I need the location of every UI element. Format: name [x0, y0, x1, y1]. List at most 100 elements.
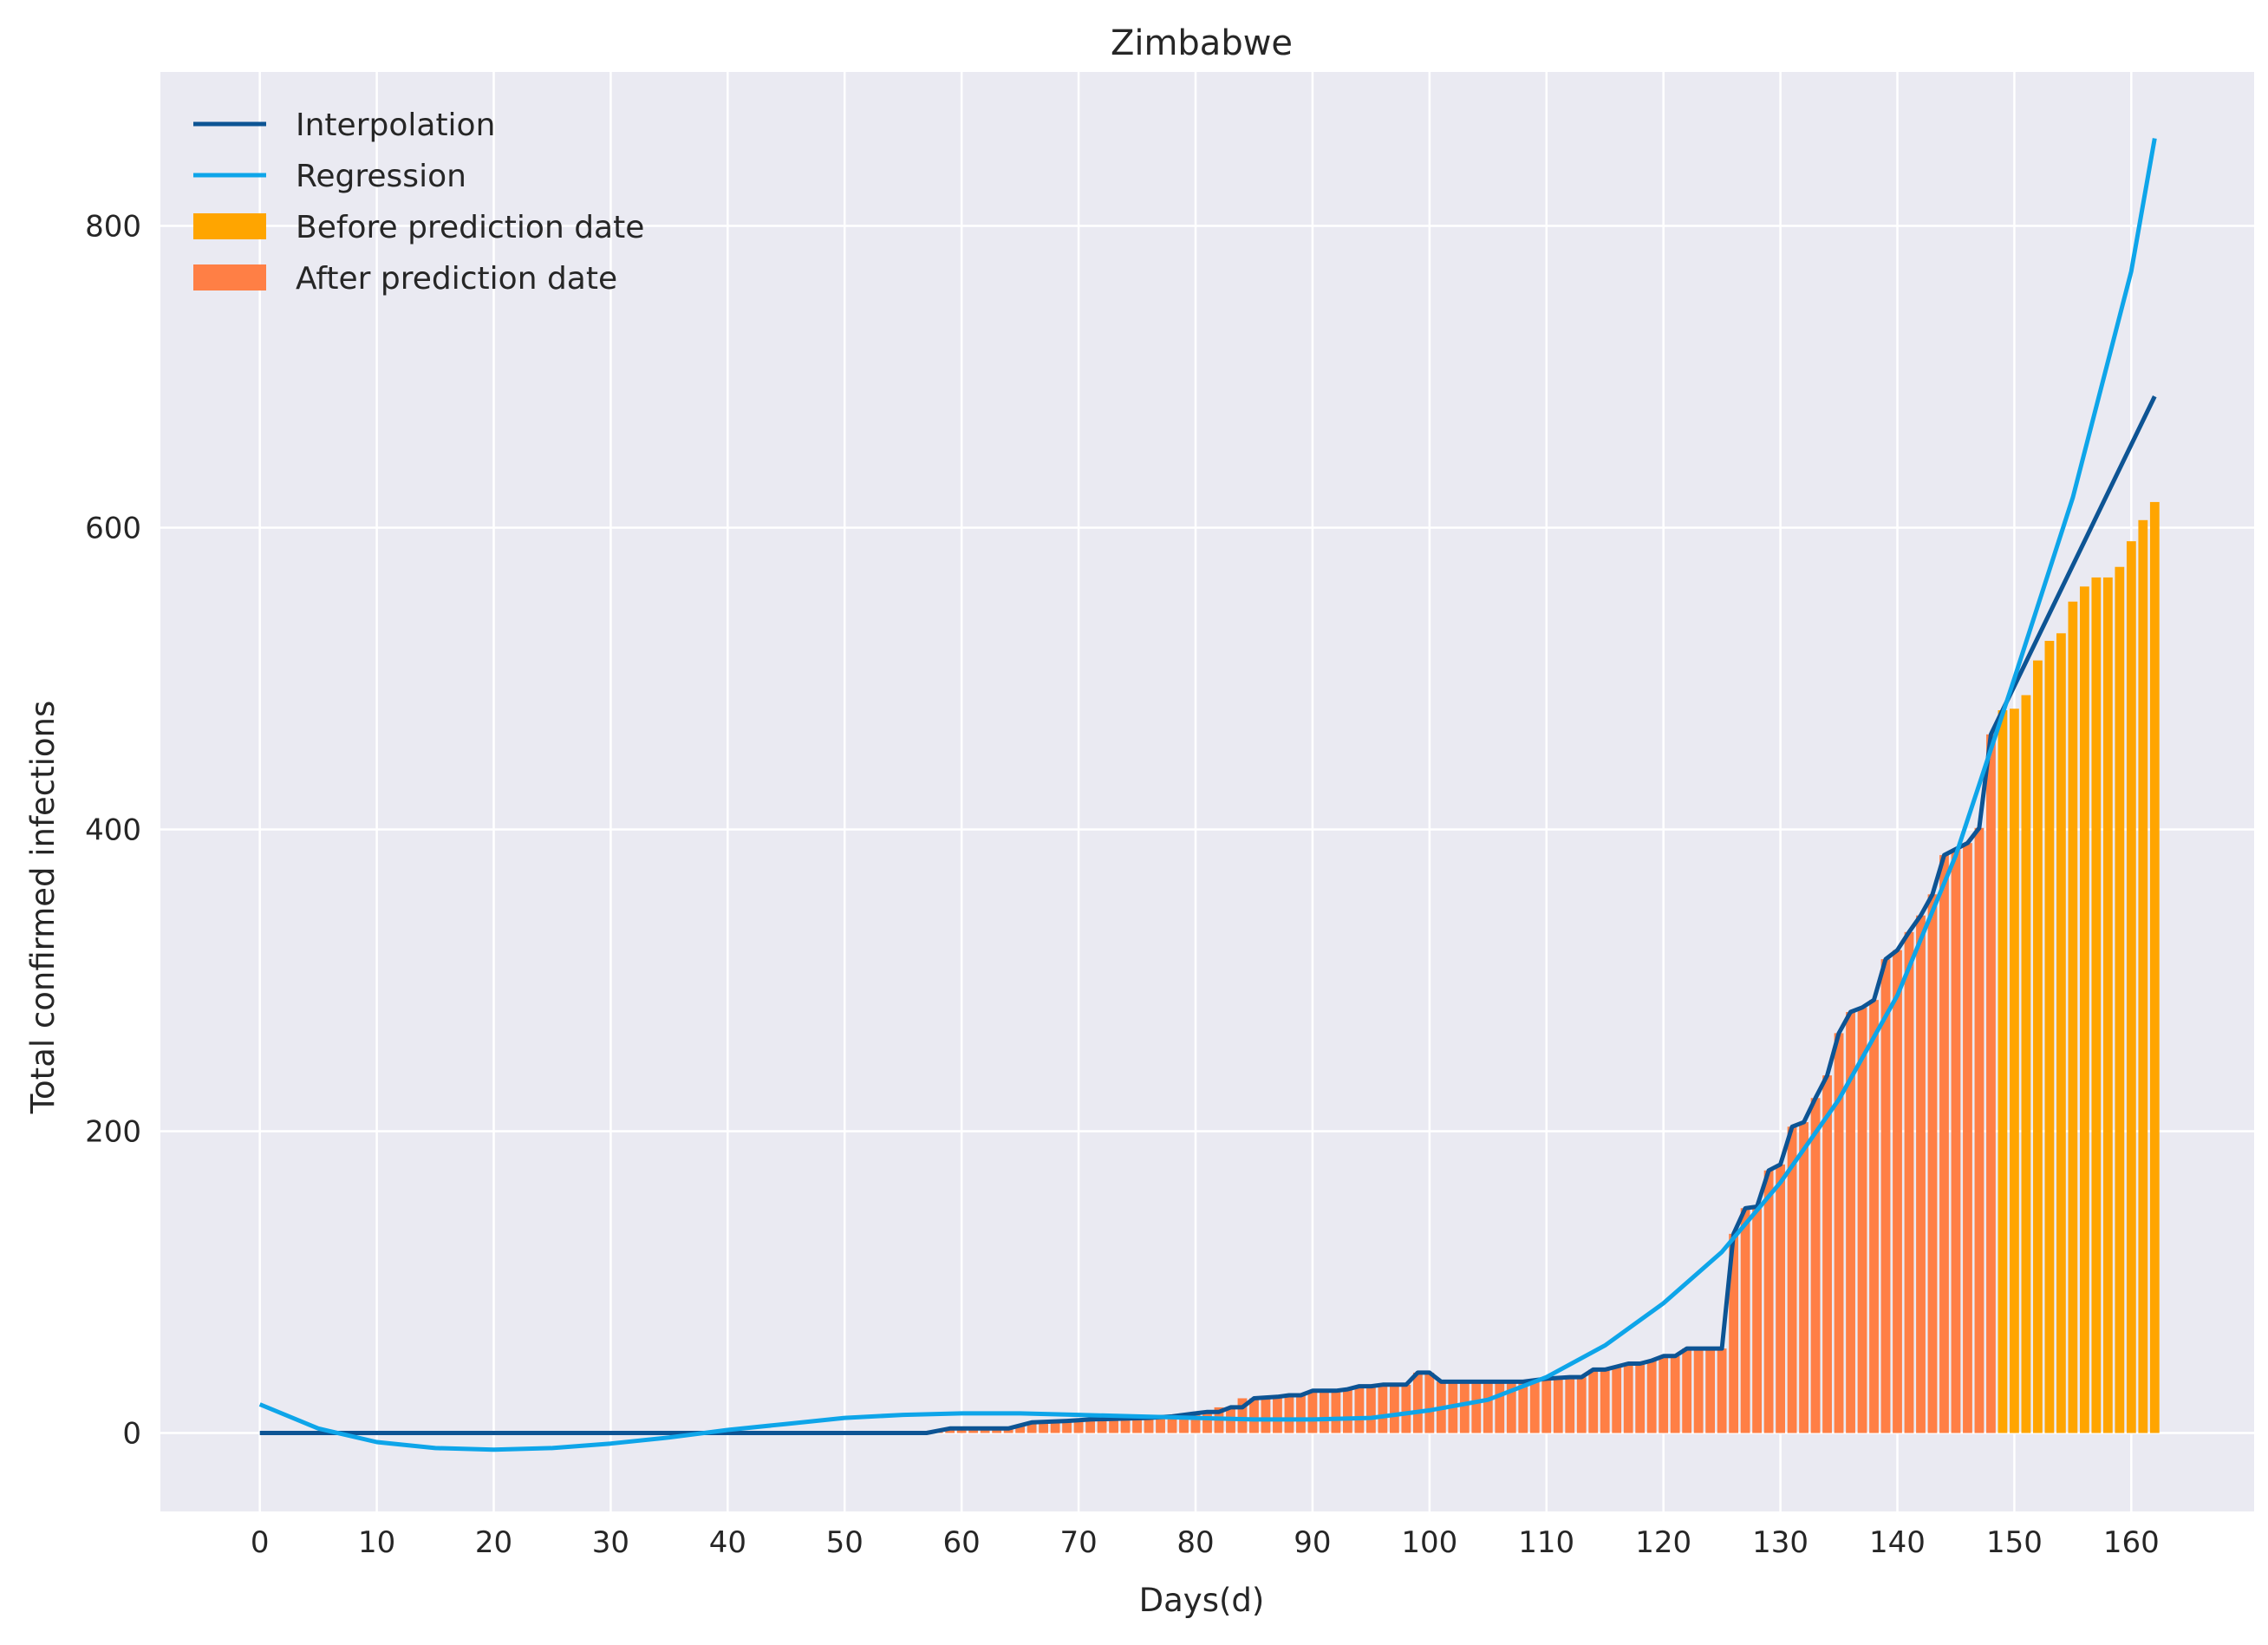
y-tick-label: 800: [85, 209, 141, 244]
x-tick-label: 160: [2103, 1525, 2160, 1560]
bar: [1951, 849, 1961, 1433]
bar: [1343, 1389, 1352, 1433]
x-tick-label: 90: [1294, 1525, 1331, 1560]
bar: [1085, 1419, 1095, 1433]
bar: [1331, 1390, 1341, 1433]
bar: [968, 1428, 979, 1433]
bar: [1869, 1000, 1879, 1433]
bar: [1249, 1398, 1259, 1433]
bar: [1144, 1418, 1154, 1433]
bar: [1273, 1395, 1282, 1433]
bar: [1740, 1208, 1750, 1433]
bar: [2056, 633, 2066, 1433]
bar: [1109, 1419, 1118, 1433]
bar: [1015, 1425, 1026, 1433]
bar: [1998, 710, 2008, 1433]
bar: [2044, 640, 2055, 1433]
y-axis-title: Total confirmed infections: [24, 701, 62, 1115]
bar: [1471, 1381, 1482, 1433]
bar: [1623, 1363, 1633, 1433]
bar: [1424, 1372, 1435, 1433]
x-tick-label: 30: [592, 1525, 629, 1560]
x-tick-label: 70: [1059, 1525, 1097, 1560]
bar: [2033, 660, 2043, 1433]
legend-label: Interpolation: [296, 108, 495, 143]
bar: [1529, 1380, 1540, 1433]
x-tick-labels: 0 10 20 30 40 50 60 70 80 90 100 110 120 130 140 150 160: [251, 1525, 2160, 1560]
legend: Interpolation Regression Before prediction…: [193, 108, 644, 297]
legend-label: Before prediction date: [296, 210, 644, 245]
bar: [1039, 1422, 1049, 1433]
bar: [1659, 1355, 1669, 1433]
bar: [1296, 1395, 1306, 1433]
y-tick-label: 0: [122, 1417, 141, 1452]
bar: [1834, 1033, 1844, 1433]
bar: [1261, 1396, 1271, 1433]
bar: [1518, 1381, 1528, 1433]
bar: [1974, 827, 1984, 1433]
bar: [1963, 843, 1972, 1433]
y-tick-label: 400: [85, 813, 141, 848]
bar: [1682, 1348, 1692, 1433]
bar: [2138, 519, 2148, 1433]
bar: [1705, 1348, 1716, 1433]
bar: [2021, 695, 2031, 1433]
bar: [1541, 1378, 1552, 1433]
bar: [1576, 1377, 1587, 1433]
bar: [1565, 1377, 1575, 1433]
series-line-regression: [258, 138, 2157, 1452]
legend-patch-swatch: [193, 264, 266, 290]
bar: [1846, 1012, 1855, 1433]
bar: [956, 1428, 967, 1433]
bar: [2126, 541, 2136, 1433]
bar: [1120, 1419, 1131, 1433]
bar: [1483, 1381, 1493, 1433]
bar: [1904, 931, 1914, 1433]
bar: [2102, 577, 2113, 1433]
bar: [1822, 1075, 1832, 1433]
bar: [1412, 1372, 1423, 1433]
bar: [2079, 586, 2089, 1433]
bar: [1003, 1428, 1013, 1433]
bar: [1763, 1170, 1774, 1433]
x-tick-label: 60: [943, 1525, 981, 1560]
bar: [2115, 566, 2125, 1433]
x-tick-label: 80: [1176, 1525, 1214, 1560]
bar: [992, 1428, 1002, 1433]
bar: [1062, 1420, 1072, 1433]
bar: [1752, 1206, 1763, 1433]
bar: [1378, 1384, 1388, 1433]
bar: [1729, 1233, 1739, 1433]
bar: [1495, 1381, 1505, 1433]
bar: [1600, 1369, 1610, 1433]
bar: [1389, 1384, 1399, 1433]
bar: [1588, 1369, 1599, 1433]
bar: [1553, 1378, 1563, 1433]
bar: [1401, 1384, 1411, 1433]
series-line-interpolation: [259, 395, 2157, 1435]
bar: [1284, 1395, 1294, 1433]
x-tick-label: 40: [709, 1525, 746, 1560]
bar: [2091, 577, 2102, 1433]
bar: [2149, 501, 2160, 1433]
bar: [1190, 1412, 1201, 1433]
legend-patch-swatch: [193, 213, 266, 239]
bar: [1612, 1366, 1622, 1433]
legend-label: Regression: [296, 159, 466, 194]
bar: [1506, 1381, 1516, 1433]
bar: [1670, 1355, 1680, 1433]
x-tick-label: 20: [475, 1525, 512, 1560]
y-tick-labels: 0 200 400 600 800: [85, 209, 141, 1451]
legend-label: After prediction date: [296, 261, 617, 297]
bar: [1717, 1348, 1727, 1433]
x-tick-label: 130: [1752, 1525, 1809, 1560]
bar: [1693, 1348, 1704, 1433]
bar: [1799, 1122, 1809, 1433]
bar: [1050, 1422, 1060, 1433]
bar: [1365, 1386, 1376, 1433]
bar: [1179, 1413, 1189, 1433]
bar: [1167, 1416, 1177, 1433]
bar: [1354, 1386, 1365, 1433]
bar: [1097, 1419, 1107, 1433]
bar: [1202, 1412, 1212, 1433]
